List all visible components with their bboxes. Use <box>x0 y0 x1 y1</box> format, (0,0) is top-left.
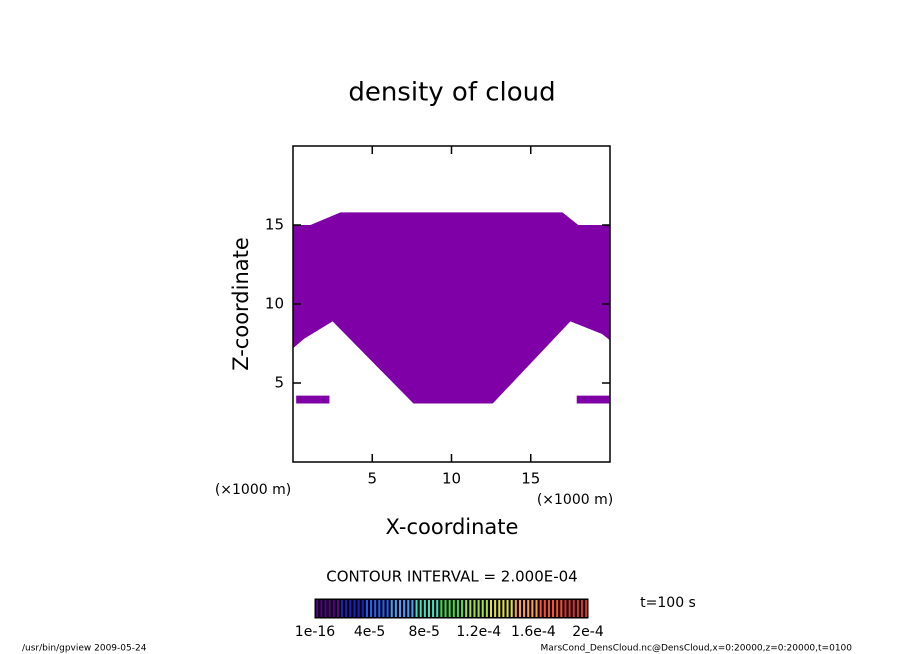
colorbar-stripe <box>436 600 439 617</box>
colorbar-stripe <box>328 600 331 617</box>
colorbar-stripe <box>539 600 542 617</box>
colorbar-stripe <box>547 600 550 617</box>
contour-interval: CONTOUR INTERVAL = 2.000E-04 <box>326 568 577 586</box>
colorbar-stripe <box>514 600 517 617</box>
colorbar-stripe <box>506 600 509 617</box>
colorbar-stripe <box>419 600 422 617</box>
colorbar-stripe <box>403 600 406 617</box>
colorbar-stripe <box>461 600 464 617</box>
colorbar-stripe <box>489 600 493 617</box>
colorbar-stripe <box>576 600 579 617</box>
x-tick-label: 10 <box>442 470 461 488</box>
x-tick-label: 15 <box>521 470 540 488</box>
colorbar-stripe <box>423 600 426 617</box>
y-tick-label: 15 <box>265 216 284 234</box>
colorbar-stripe <box>564 600 567 617</box>
colorbar-stripe <box>477 600 480 617</box>
colorbar-frame <box>314 598 589 619</box>
time-label: t=100 s <box>640 595 696 611</box>
footer-right: MarsCond_DensCloud.nc@DensCloud,x=0:2000… <box>541 644 853 654</box>
colorbar-stripe <box>510 600 513 617</box>
colorbar-stripe <box>324 600 327 617</box>
colorbar-stripe <box>580 600 584 617</box>
filled-region <box>576 395 610 404</box>
colorbar-stripe <box>390 600 393 617</box>
colorbar-stripe <box>382 600 385 617</box>
colorbar-stripe <box>456 600 459 617</box>
colorbar-stripe <box>407 600 410 617</box>
colorbar-stripe <box>552 600 555 617</box>
colorbar-stripe <box>485 600 488 617</box>
colorbar-stripe <box>585 600 588 617</box>
colorbar-stripe <box>349 600 352 617</box>
colorbar-stripe <box>560 600 563 617</box>
colorbar-stripe <box>370 600 373 617</box>
colorbar-tick-label: 2e-4 <box>572 624 604 640</box>
colorbar-stripe <box>427 600 430 617</box>
colorbar-stripe <box>398 600 402 617</box>
colorbar-stripe <box>465 600 468 617</box>
colorbar-stripe <box>452 600 455 617</box>
colorbar-tick-label: 1.2e-4 <box>456 624 501 640</box>
colorbar-stripe <box>481 600 484 617</box>
colorbar-stripe <box>527 600 530 617</box>
colorbar-stripe <box>432 600 435 617</box>
colorbar-stripe <box>498 600 501 617</box>
colorbar-stripe <box>531 600 534 617</box>
colorbar-stripe <box>316 600 319 617</box>
colorbar-stripe <box>320 600 323 617</box>
colorbar-stripe <box>473 600 476 617</box>
colorbar-stripe <box>378 600 381 617</box>
colorbar-stripe <box>394 600 397 617</box>
colorbar-stripe <box>543 600 546 617</box>
y-unit-label: (×1000 m) <box>215 482 291 498</box>
colorbar-tick-label: 1e-16 <box>295 624 335 640</box>
chart-title: density of cloud <box>348 78 555 108</box>
colorbar-stripe <box>386 600 389 617</box>
footer-left: /usr/bin/gpview 2009-05-24 <box>22 644 147 654</box>
colorbar-stripe <box>415 600 418 617</box>
colorbar-stripe <box>568 600 571 617</box>
y-tick-label: 5 <box>274 374 284 392</box>
x-unit-label: (×1000 m) <box>537 492 613 508</box>
colorbar-stripe <box>535 600 538 617</box>
colorbar-stripe <box>365 600 368 617</box>
colorbar-stripe <box>336 600 339 617</box>
colorbar-stripe <box>502 600 505 617</box>
x-axis-label: X-coordinate <box>386 515 519 539</box>
colorbar-stripe <box>469 600 472 617</box>
colorbar-stripe <box>341 600 344 617</box>
colorbar-tick-label: 8e-5 <box>408 624 439 640</box>
colorbar-stripe <box>353 600 356 617</box>
colorbar-stripe <box>361 600 364 617</box>
y-tick-label: 10 <box>265 295 284 313</box>
colorbar-stripe <box>357 600 360 617</box>
colorbar-stripe <box>556 600 559 617</box>
y-axis-label: Z-coordinate <box>229 237 253 371</box>
filled-region <box>293 212 610 404</box>
colorbar-stripe <box>345 600 348 617</box>
colorbar-stripe <box>440 600 443 617</box>
colorbar-stripe <box>332 600 335 617</box>
colorbar-stripe <box>494 600 497 617</box>
colorbar-tick-label: 1.6e-4 <box>511 624 556 640</box>
x-tick-label: 5 <box>367 470 377 488</box>
colorbar-stripe <box>518 600 521 617</box>
colorbar-stripe <box>411 600 414 617</box>
colorbar-stripe <box>572 600 575 617</box>
colorbar-tick-label: 4e-5 <box>354 624 385 640</box>
filled-region <box>296 395 330 404</box>
colorbar-stripe <box>448 600 451 617</box>
colorbar-stripe <box>374 600 377 617</box>
colorbar-stripe <box>523 600 526 617</box>
colorbar-stripe <box>444 600 447 617</box>
colorbar-bg <box>315 599 588 618</box>
